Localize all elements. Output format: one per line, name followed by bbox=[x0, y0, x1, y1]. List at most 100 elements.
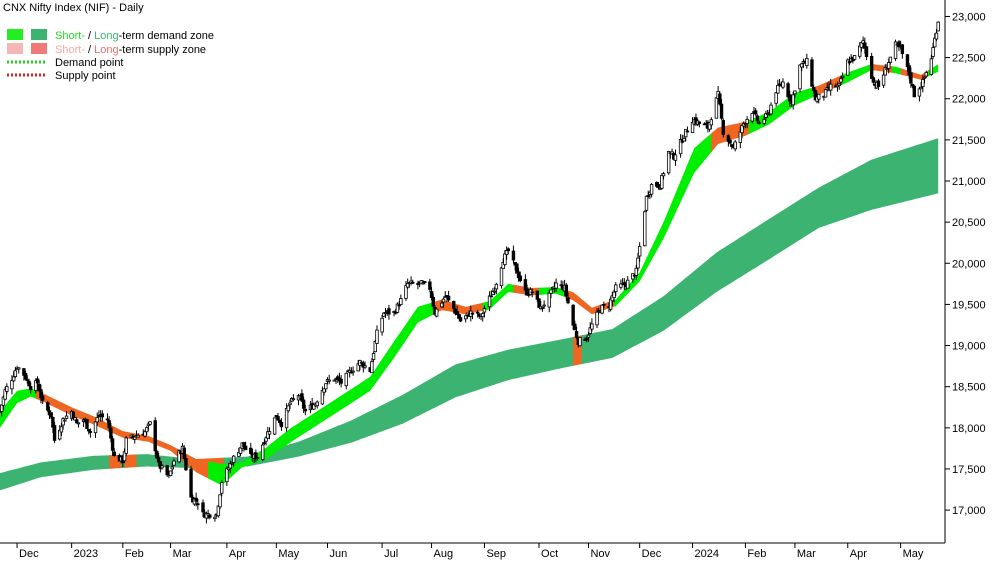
candle-body bbox=[189, 468, 193, 498]
candle-body bbox=[750, 113, 754, 122]
x-tick-label: Jul bbox=[384, 548, 398, 560]
candle-body bbox=[109, 427, 113, 439]
legend: CNX Nifty Index (NIF) - Daily Short- / L… bbox=[3, 2, 214, 82]
candle-body bbox=[823, 89, 828, 98]
candle-body bbox=[774, 92, 778, 104]
candle-body bbox=[458, 317, 463, 322]
candle-body bbox=[351, 370, 355, 373]
candle-body bbox=[619, 283, 623, 288]
candle-body bbox=[470, 312, 475, 315]
candle-body bbox=[921, 79, 925, 87]
candle-body bbox=[446, 295, 451, 301]
candle-body bbox=[339, 378, 343, 384]
candle-body bbox=[272, 417, 277, 435]
candle-body bbox=[225, 468, 229, 483]
candle-body bbox=[254, 452, 258, 460]
candle-body bbox=[144, 427, 149, 433]
candle-body bbox=[267, 431, 272, 435]
candle-body bbox=[661, 173, 666, 177]
candle-body bbox=[35, 378, 40, 384]
candle-body bbox=[399, 298, 403, 305]
candle-body bbox=[504, 250, 509, 255]
candle-body bbox=[535, 290, 540, 300]
x-tick-label: Mar bbox=[797, 548, 816, 560]
short-term-demand-band bbox=[748, 86, 816, 135]
candle-body bbox=[431, 297, 435, 307]
candle-body bbox=[574, 331, 579, 338]
candle-body bbox=[829, 83, 833, 91]
candle-body bbox=[133, 436, 137, 440]
candle-body bbox=[540, 307, 545, 309]
candle-body bbox=[208, 514, 212, 518]
candle-body bbox=[228, 462, 232, 469]
candle-body bbox=[740, 125, 744, 134]
candle-body bbox=[929, 58, 934, 75]
legend-text-part: Long bbox=[94, 44, 118, 56]
candle-body bbox=[881, 74, 886, 86]
y-tick-label: 19,000 bbox=[952, 341, 986, 353]
candle-body bbox=[452, 300, 456, 309]
x-tick-label: Nov bbox=[590, 548, 610, 560]
candle-body bbox=[530, 291, 534, 294]
candle-body bbox=[781, 81, 785, 88]
candle-body bbox=[791, 94, 795, 106]
candle-body bbox=[542, 304, 546, 307]
candle-body bbox=[262, 442, 267, 445]
candle-body bbox=[718, 93, 722, 105]
candle-body bbox=[107, 420, 111, 429]
candle-body bbox=[160, 465, 164, 469]
legend-text-part: Short- bbox=[55, 30, 85, 42]
candle-body bbox=[876, 80, 881, 87]
candle-body bbox=[75, 419, 79, 424]
y-tick-label: 22,000 bbox=[952, 94, 986, 106]
candle-body bbox=[40, 395, 45, 401]
candle-body bbox=[626, 279, 630, 289]
candle-body bbox=[800, 63, 804, 68]
short-term-zone-group bbox=[0, 64, 939, 486]
candle-body bbox=[564, 284, 569, 297]
y-tick-label: 22,500 bbox=[952, 53, 986, 65]
candle-body bbox=[3, 389, 7, 400]
legend-swatch-short-supply bbox=[7, 43, 23, 54]
short-term-demand-band bbox=[840, 64, 876, 86]
candle-body bbox=[63, 419, 67, 422]
short-term-demand-band bbox=[482, 283, 516, 311]
x-tick-label: 2023 bbox=[74, 548, 98, 560]
candle-body bbox=[194, 497, 198, 502]
candle-body bbox=[153, 420, 157, 452]
x-tick-label: Dec bbox=[642, 548, 662, 560]
candle-body bbox=[88, 431, 93, 433]
candle-body bbox=[733, 141, 737, 150]
candle-body bbox=[649, 184, 654, 195]
legend-swatch-long-demand bbox=[31, 29, 47, 40]
legend-supply-point-label: Supply point bbox=[55, 70, 116, 82]
candle-body bbox=[17, 367, 21, 370]
candle-body bbox=[143, 431, 147, 437]
legend-supply-zone-label: Short- / Long-term supply zone bbox=[55, 44, 206, 56]
candle-body bbox=[383, 312, 388, 314]
legend-demand-point-label: Demand point bbox=[55, 57, 124, 69]
x-tick-label: Sep bbox=[486, 548, 506, 560]
candle-body bbox=[503, 253, 507, 266]
candle-body bbox=[100, 413, 105, 418]
candle-body bbox=[85, 418, 89, 429]
candle-body bbox=[243, 445, 248, 451]
candle-body bbox=[87, 429, 91, 432]
candle-body bbox=[786, 83, 790, 98]
candle-body bbox=[423, 281, 427, 283]
candle-body bbox=[714, 97, 719, 119]
candle-body bbox=[614, 284, 618, 292]
candle-body bbox=[769, 104, 773, 115]
candle-body bbox=[554, 282, 558, 289]
candle-body bbox=[909, 72, 913, 84]
candle-body bbox=[380, 317, 384, 333]
candle-body bbox=[49, 412, 53, 418]
y-tick-label: 21,000 bbox=[952, 176, 986, 188]
x-tick-label: Apr bbox=[850, 548, 867, 560]
y-tick-label: 21,500 bbox=[952, 135, 986, 147]
candle-body bbox=[837, 83, 841, 86]
legend-demand-zone-label: Short- / Long-term demand zone bbox=[55, 30, 214, 42]
candle-body bbox=[634, 267, 638, 276]
candle-body bbox=[685, 130, 690, 133]
